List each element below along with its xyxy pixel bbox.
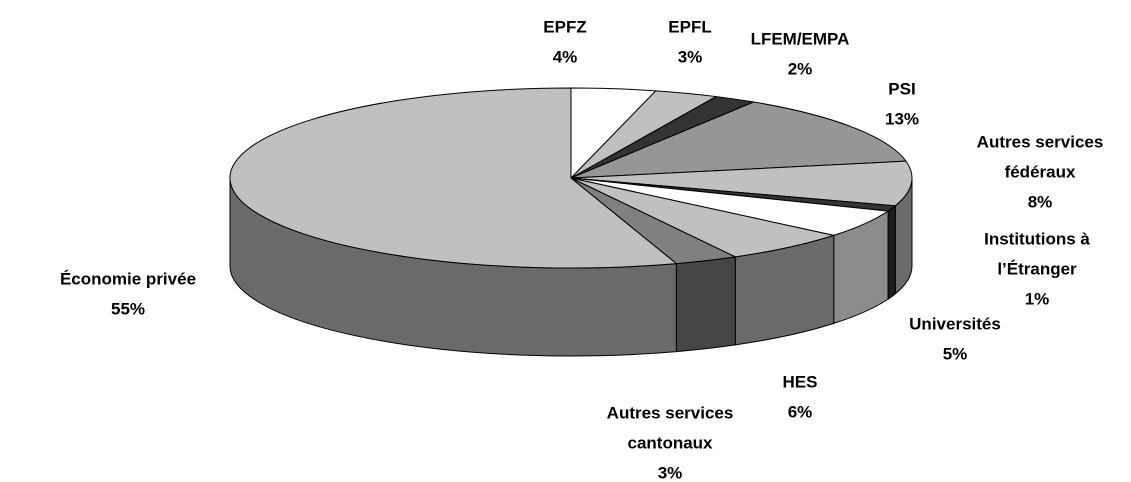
- slice-label: Autres services: [977, 132, 1104, 151]
- slice-label: fédéraux: [1005, 162, 1076, 181]
- slice-label: Universités: [909, 314, 1001, 333]
- slice-label: l’Étranger: [997, 259, 1077, 278]
- pie-slice: [570, 177, 835, 258]
- value-label: 2%: [788, 59, 813, 78]
- pie-slice: [570, 160, 913, 207]
- value-label: 55%: [111, 299, 145, 318]
- pie-side: [887, 205, 896, 300]
- slice-label: Autres services: [607, 403, 734, 422]
- value-label: 13%: [885, 109, 919, 128]
- slice-label: LFEM/EMPA: [751, 29, 850, 48]
- slice-label: Institutions à: [984, 229, 1090, 248]
- value-label: 4%: [553, 47, 578, 66]
- slice-label: PSI: [888, 79, 915, 98]
- value-label: 6%: [788, 402, 813, 421]
- slice-label: Économie privée: [60, 269, 196, 288]
- slice-label: cantonaux: [627, 433, 713, 452]
- pie-side: [675, 256, 736, 353]
- value-label: 3%: [658, 463, 683, 482]
- slice-label: EPFL: [668, 17, 711, 36]
- value-label: 3%: [678, 47, 703, 66]
- pie-slice: [229, 87, 677, 269]
- slice-label: HES: [783, 372, 818, 391]
- slice-label: EPFZ: [543, 17, 586, 36]
- value-label: 5%: [943, 344, 968, 363]
- value-label: 1%: [1025, 289, 1050, 308]
- value-label: 8%: [1028, 192, 1053, 211]
- pie-slice: [570, 101, 907, 179]
